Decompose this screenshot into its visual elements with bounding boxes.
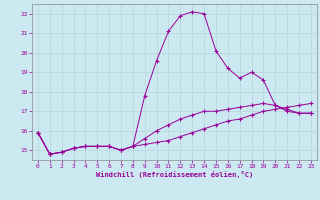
X-axis label: Windchill (Refroidissement éolien,°C): Windchill (Refroidissement éolien,°C) (96, 171, 253, 178)
